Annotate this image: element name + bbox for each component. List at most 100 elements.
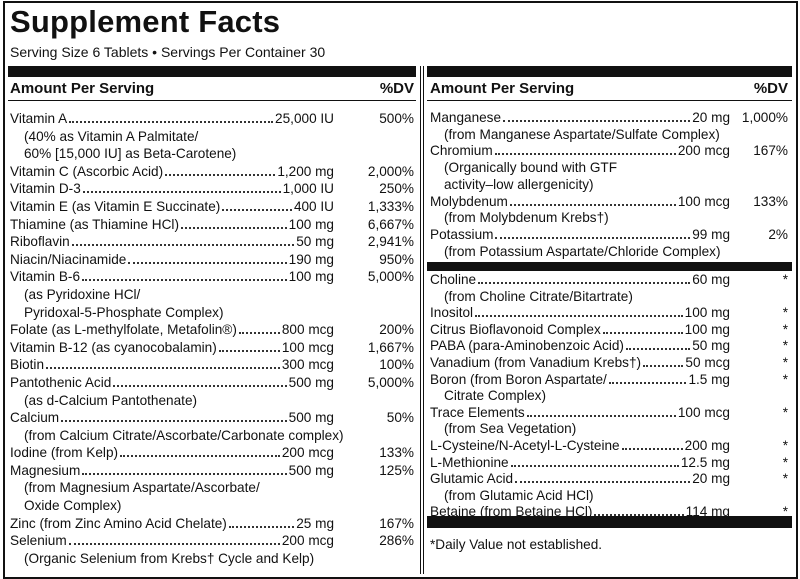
nutrient-note: (Organically bound with GTF <box>444 160 618 176</box>
dot-leader <box>643 364 684 367</box>
nutrient-note: (from Choline Citrate/Bitartrate) <box>444 288 633 304</box>
nutrient-amount: 190 mg <box>288 251 334 267</box>
dot-leader <box>602 331 683 334</box>
divider-bar <box>427 66 792 77</box>
nutrient-note: activity–low allergenicity) <box>444 176 594 192</box>
dot-leader <box>128 261 287 264</box>
nutrient-name: Vitamin C (Ascorbic Acid) <box>10 163 164 179</box>
nutrient-name: Vitamin B-12 (as cyanocobalamin) <box>10 339 217 355</box>
nutrient-note: (from Manganese Aspartate/Sulfate Comple… <box>444 126 720 142</box>
nutrient-note: Citrate Complex) <box>444 388 546 404</box>
nutrient-name: Selenium <box>10 533 67 549</box>
nutrient-row: Calcium 500 mg 50% <box>10 409 414 427</box>
nutrient-amount: 25,000 IU <box>275 111 334 126</box>
dot-leader <box>509 203 676 206</box>
nutrient-row: Vitamin E (as Vitamin E Succinate) 400 IU… <box>10 198 414 216</box>
nutrient-amount: 100 mg <box>684 321 730 337</box>
nutrient-dv: 50% <box>386 410 414 426</box>
nutrient-note: (from Molybdenum Krebs†) <box>444 210 609 226</box>
dot-leader <box>46 367 280 370</box>
header-rule <box>8 100 416 101</box>
nutrient-name: Citrus Bioflavonoid Complex <box>430 321 601 337</box>
nutrient-row: Zinc (from Zinc Amino Acid Chelate) 25 mg… <box>10 515 414 533</box>
dot-leader <box>222 208 292 211</box>
nutrient-name: PABA (para-Aminobenzoic Acid) <box>430 338 624 354</box>
dot-leader <box>494 153 676 156</box>
nutrient-name: Betaine (from Betaine HCl) <box>430 504 593 520</box>
nutrient-name: Riboflavin <box>10 234 70 250</box>
nutrient-row: PABA (para-Aminobenzoic Acid) 50 mg * <box>430 338 788 355</box>
nutrient-amount: 500 mg <box>288 374 334 390</box>
nutrient-name: Biotin <box>10 357 45 373</box>
nutrient-amount: 300 mcg <box>281 357 334 373</box>
nutrient-row: Pantothenic Acid 500 mg 5,000% <box>10 374 414 392</box>
nutrient-amount: 1.5 mg <box>688 371 730 387</box>
nutrient-row: L-Cysteine/N-Acetyl-L-Cysteine 200 mg * <box>430 438 788 455</box>
nutrient-name: Vitamin E (as Vitamin E Succinate) <box>10 198 221 214</box>
nutrient-name: Glutamic Acid <box>430 471 514 487</box>
header-row: Amount Per Serving %DV <box>430 80 788 97</box>
nutrient-amount: 100 mg <box>684 305 730 321</box>
dot-leader <box>478 282 691 284</box>
nutrient-dv: 133% <box>379 445 414 461</box>
dot-leader <box>165 173 276 176</box>
nutrient-dv: 500% <box>379 111 414 126</box>
nutrient-note: (from Calcium Citrate/Ascorbate/Carbonat… <box>24 427 344 443</box>
nutrient-dv: 167% <box>379 515 414 531</box>
header-dv: %DV <box>753 80 788 97</box>
nutrient-amount: 500 mg <box>288 410 334 426</box>
dot-leader <box>228 525 295 528</box>
nutrient-amount: 20 mg <box>692 471 730 487</box>
nutrient-note: (as Pyridoxine HCl/ <box>24 286 141 302</box>
nutrient-amount: 12.5 mg <box>680 454 730 470</box>
nutrient-row: Potassium 99 mg 2% <box>430 227 788 244</box>
nutrient-row: Thiamine (as Thiamine HCl) 100 mg 6,667% <box>10 216 414 234</box>
nutrient-amount: 100 mg <box>288 269 334 285</box>
nutrient-row: Molybdenum 100 mcg 133% <box>430 194 788 211</box>
nutrient-name: Folate (as L-methylfolate, Metafolin®) <box>10 322 237 338</box>
nutrient-amount: 200 mg <box>684 437 730 453</box>
nutrient-dv: 167% <box>753 143 788 159</box>
nutrient-amount: 99 mg <box>692 226 730 242</box>
nutrient-dv: * <box>782 404 788 420</box>
nutrient-name: Molybdenum <box>430 193 508 209</box>
nutrient-dv: 950% <box>379 251 414 267</box>
nutrient-note: 60% [15,000 IU] as Beta-Carotene) <box>24 146 237 162</box>
dot-leader <box>495 236 691 239</box>
nutrient-dv: 286% <box>379 533 414 549</box>
dot-leader <box>218 349 280 352</box>
left-column: Vitamin A 25,000 IU 500% (40% as Vitamin A … <box>10 110 414 567</box>
nutrient-amount: 25 mg <box>296 515 334 531</box>
nutrient-row: L-Methionine 12.5 mg * <box>430 455 788 472</box>
nutrient-name: Calcium <box>10 410 60 426</box>
nutrient-row: Inositol 100 mg * <box>430 305 788 322</box>
nutrient-dv: * <box>782 338 788 354</box>
nutrient-amount: 100 mcg <box>677 193 730 209</box>
dot-leader <box>503 120 691 122</box>
nutrient-row: Betaine (from Betaine HCl) 114 mg * <box>430 504 788 521</box>
nutrient-name: Vitamin D-3 <box>10 181 81 197</box>
dot-leader <box>82 279 287 282</box>
nutrient-dv: * <box>782 305 788 321</box>
nutrient-dv: * <box>782 272 788 287</box>
nutrient-row: Niacin/Niacinamide 190 mg 950% <box>10 251 414 269</box>
nutrient-row: Iodine (from Kelp) 200 mcg 133% <box>10 444 414 462</box>
divider-bar <box>427 516 792 528</box>
nutrient-row: Boron (from Boron Aspartate/1.5 mg * <box>430 372 788 389</box>
dot-leader <box>82 472 287 475</box>
nutrient-name: Vitamin A <box>10 111 68 126</box>
nutrient-dv: 5,000% <box>367 374 414 390</box>
nutrient-dv: 2% <box>768 226 788 242</box>
dot-leader <box>120 455 280 458</box>
nutrient-row: Vitamin B-6 100 mg 5,000% <box>10 268 414 286</box>
column-divider <box>423 66 424 574</box>
nutrient-name: Choline <box>430 272 477 287</box>
nutrient-note: (40% as Vitamin A Palmitate/ <box>24 128 199 144</box>
nutrient-row: Vitamin A 25,000 IU 500% <box>10 110 414 128</box>
nutrient-row: Magnesium 500 mg 125% <box>10 462 414 480</box>
nutrient-dv: 133% <box>753 193 788 209</box>
dot-leader <box>113 384 287 387</box>
nutrient-row: Selenium 200 mcg 286% <box>10 532 414 550</box>
nutrient-dv: 5,000% <box>367 269 414 285</box>
